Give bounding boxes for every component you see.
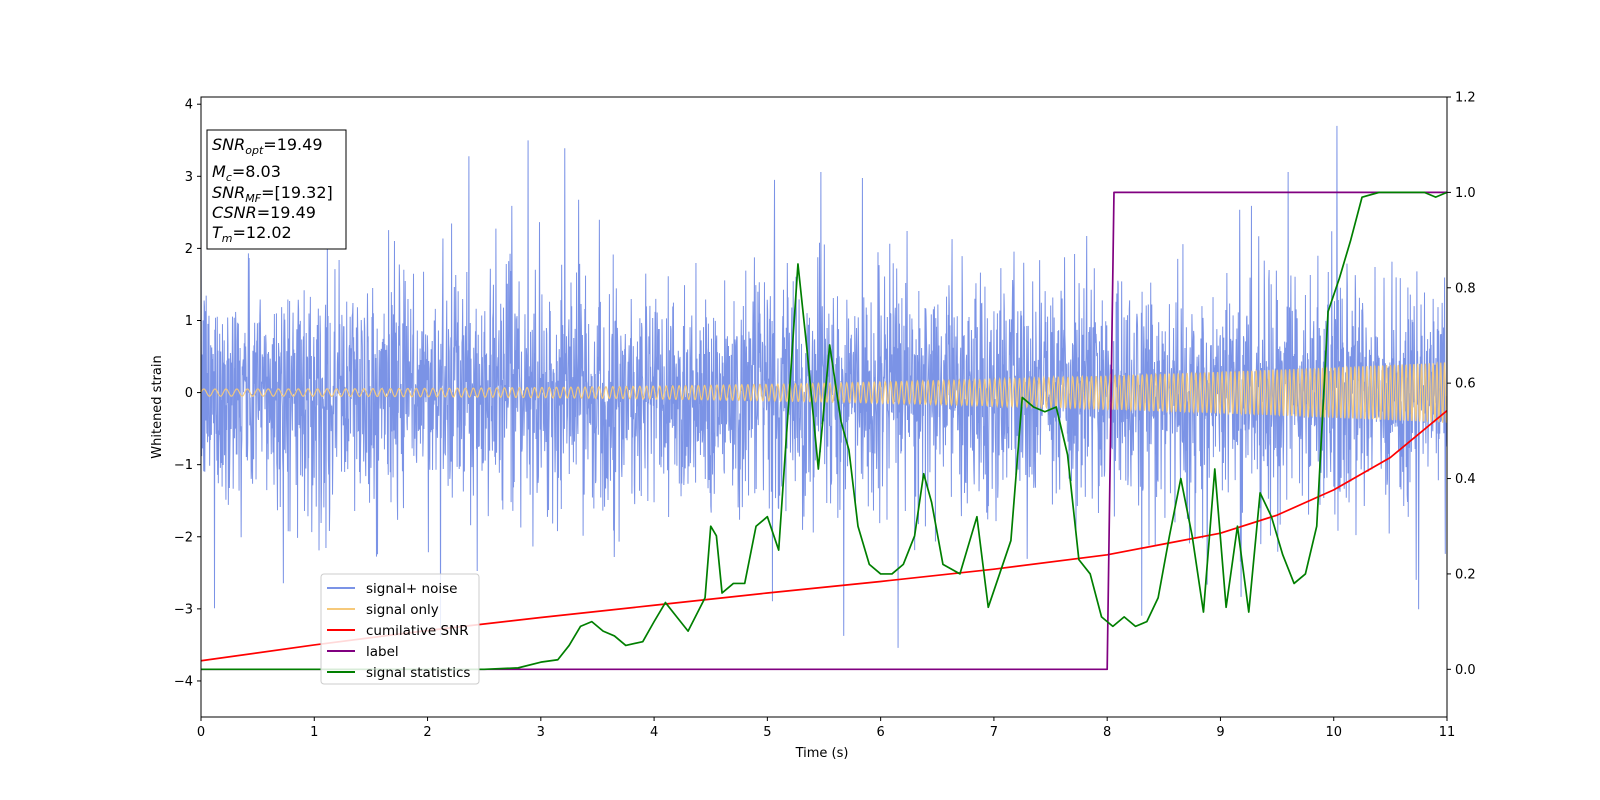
x-axis-label: Time (s) [795,746,849,761]
stats-annotation-frame [206,129,347,250]
y2-tick-label: 0.8 [1455,281,1476,296]
x-tick-label: 7 [990,725,998,740]
y2-tick-label: 1.2 [1455,91,1476,106]
legend-label-cumilative-snr: cumilative SNR [366,623,469,639]
legend-frame [320,573,480,685]
y-axis-right: 1.2 1.0 0.8 0.6 0.4 0.2 0.0 [1447,91,1476,678]
y2-tick-label: 0.4 [1455,472,1476,487]
x-tick-label: 4 [650,725,658,740]
y-tick-label: 0 [185,386,193,401]
stats-annotation-box: SNRopt=19.49 Mc=8.03SNRMF=[19.32]CSNR=19.… [206,129,347,250]
legend-label-label: label [366,644,399,660]
stats-annotation-line: Tm=12.02 [212,223,292,245]
y-tick-label: −1 [174,458,193,473]
legend-label-signal-only: signal only [366,602,439,618]
x-tick-label: 0 [197,725,205,740]
y-axis-left: 4 3 2 1 0 −1 −2 −3 −4 [174,98,201,689]
y-tick-label: −3 [174,602,193,617]
x-tick-label: 2 [423,725,431,740]
y-tick-label: 3 [185,170,193,185]
y-tick-label: 2 [185,242,193,257]
y2-tick-label: 0.0 [1455,663,1476,678]
x-tick-label: 5 [763,725,771,740]
x-tick-label: 8 [1103,725,1111,740]
legend: signal+ noise signal only cumilative SNR la… [320,573,480,685]
stats-annotation-line: Mc=8.03 [212,162,281,184]
x-tick-label: 1 [310,725,318,740]
y-axis-label: Whitened strain [150,355,165,458]
stats-annotation-line: SNRopt=19.49 [212,135,323,157]
legend-label-signal-statistics: signal statistics [366,665,470,681]
y-tick-label: −4 [174,674,193,689]
legend-label-signal-noise: signal+ noise [366,581,457,597]
series-label-line [201,191,1447,671]
y-tick-label: 4 [185,98,193,113]
stats-annotation-line: CSNR=19.49 [212,203,316,222]
y2-tick-label: 1.0 [1455,186,1476,201]
y-tick-label: −2 [174,530,193,545]
x-tick-label: 11 [1439,725,1456,740]
series-signal-only [201,361,1447,424]
series-signal-statistics-line [201,191,1447,671]
x-tick-label: 6 [876,725,884,740]
y2-tick-label: 0.6 [1455,377,1476,392]
y2-tick-label: 0.2 [1455,567,1476,582]
x-tick-label: 10 [1325,725,1342,740]
plot-frame [200,96,1448,718]
signal-only-line [201,361,1447,424]
x-axis: 0 1 2 3 4 5 6 7 8 9 10 11 [197,717,1455,740]
y-tick-label: 1 [185,314,193,329]
x-tick-label: 9 [1216,725,1224,740]
x-tick-label: 3 [537,725,545,740]
stats-annotation-line: SNRMF=[19.32] [212,183,333,205]
